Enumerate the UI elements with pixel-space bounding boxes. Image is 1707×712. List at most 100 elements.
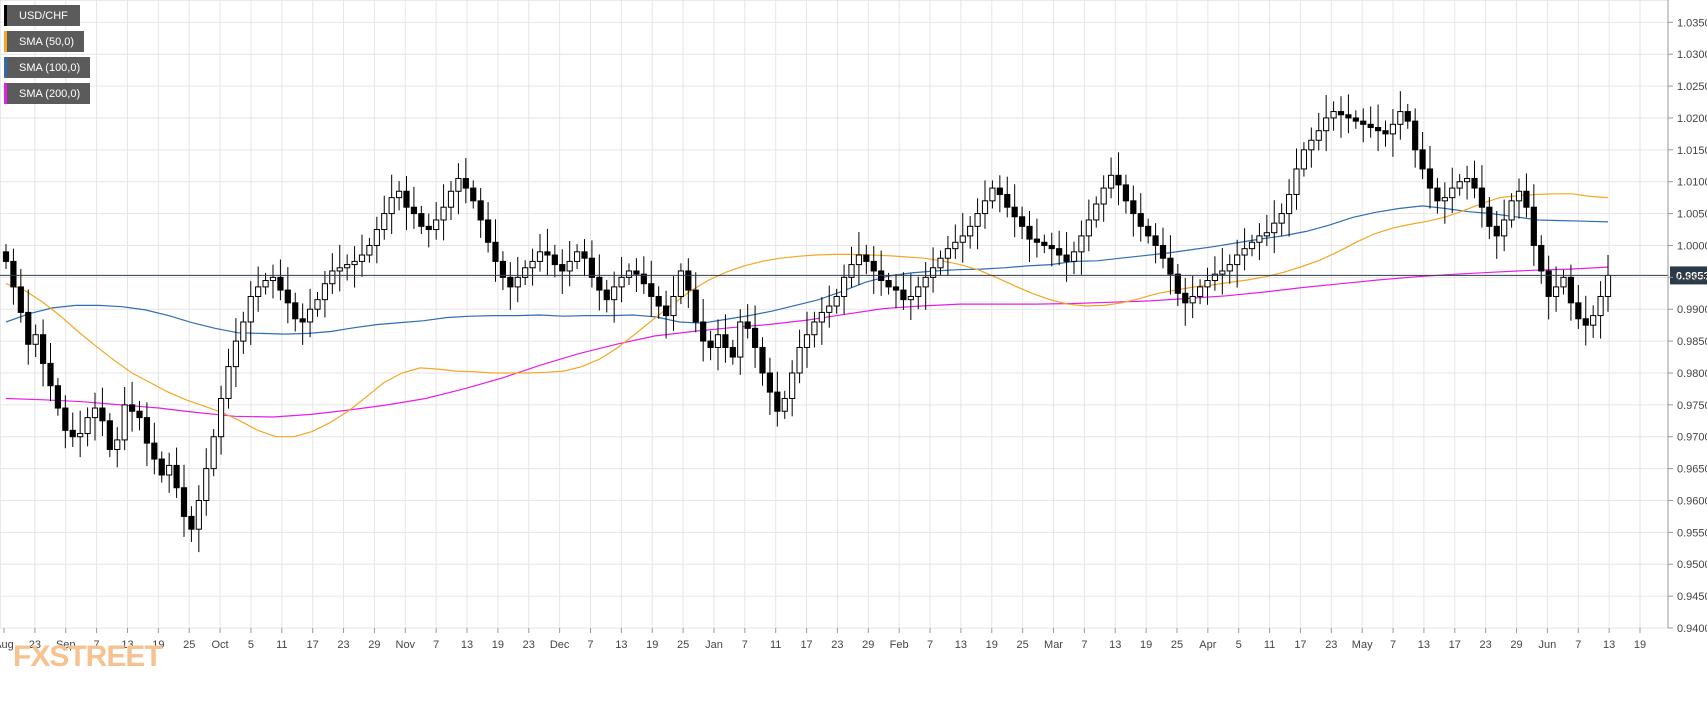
y-tick-label: 1.0100 [1677, 177, 1707, 189]
candle-body [811, 321, 818, 336]
candle-body [240, 321, 247, 342]
sma-100-line [5, 205, 1609, 335]
x-tick-label: 19 [1634, 639, 1646, 651]
candle-body [981, 200, 989, 215]
candle-body [1434, 187, 1441, 202]
candle-body [10, 260, 17, 288]
candle-body [1100, 187, 1107, 205]
candle-body [566, 260, 573, 272]
candle-body [870, 260, 877, 272]
candle-body [1374, 127, 1382, 132]
candle-body [1590, 315, 1597, 326]
candle-body [1397, 111, 1404, 125]
x-tick-label: 7 [742, 639, 748, 651]
candle-body [885, 280, 892, 288]
candle-body [470, 187, 477, 202]
candle-body [106, 420, 113, 450]
candle-body [1234, 254, 1241, 266]
candle-body [789, 372, 796, 399]
candle-body [1004, 193, 1011, 208]
candle-body [225, 366, 232, 399]
x-tick-label: 13 [1109, 639, 1121, 651]
candle-body [781, 397, 788, 412]
candle-body [418, 213, 425, 227]
candle-body [17, 286, 24, 313]
candle-body [915, 286, 922, 297]
x-tick-label: Feb [890, 639, 909, 651]
candle-body [425, 225, 432, 231]
candle-body [1315, 130, 1322, 141]
candle-body [707, 340, 714, 348]
x-tick-label: 25 [677, 639, 689, 651]
candle-body [1337, 111, 1345, 116]
candle-body [996, 187, 1003, 195]
candle-body [596, 276, 603, 291]
candle-body [751, 327, 759, 348]
candle-body [900, 289, 907, 301]
candle-body [737, 321, 744, 358]
candle-body [25, 311, 32, 345]
x-tick-label: 13 [955, 639, 967, 651]
candle-body [907, 295, 914, 301]
candle-body [1278, 213, 1285, 224]
candle-body [603, 289, 610, 301]
candle-body [1508, 200, 1515, 221]
candle-body [1308, 139, 1315, 151]
logo-street-text: STREET [49, 640, 162, 673]
candle-body [136, 410, 143, 419]
candle-body [685, 270, 692, 291]
legend-item: SMA (200,0) [4, 83, 91, 104]
candle-body [210, 436, 217, 470]
x-tick-label: Oct [212, 639, 229, 651]
x-tick-label: 5 [248, 639, 254, 651]
candle-body [1115, 174, 1122, 186]
candle-body [395, 190, 403, 199]
candle-body [203, 468, 210, 501]
candle-body [388, 197, 395, 215]
x-tick-label: 7 [587, 639, 593, 651]
candle-body [1523, 190, 1530, 208]
candle-body [1471, 178, 1478, 189]
x-tick-label: May [1352, 639, 1373, 651]
y-tick-label: 0.9400 [1677, 623, 1707, 635]
candle-body [499, 260, 507, 278]
candle-body [269, 276, 277, 282]
candle-body [1196, 286, 1204, 297]
candle-body [573, 251, 581, 262]
candle-body [69, 429, 76, 438]
candle-body [1093, 203, 1100, 221]
candle-body [1085, 219, 1092, 237]
fxstreet-logo: FXSTREET [13, 640, 163, 674]
candle-body [1597, 295, 1604, 317]
x-tick-label: 11 [770, 639, 781, 651]
candle-body [166, 464, 173, 476]
candle-body [1323, 117, 1330, 132]
candle-body [344, 264, 351, 269]
candle-body [329, 270, 336, 285]
x-tick-label: 19 [646, 639, 658, 651]
candle-body [217, 397, 225, 438]
candle-body [974, 213, 981, 227]
candle-body [1026, 225, 1033, 240]
x-tick-label: 11 [276, 639, 287, 651]
candle-body [826, 305, 833, 313]
candle-body [1404, 111, 1411, 122]
x-tick-label: 19 [152, 639, 164, 651]
x-tick-label: 23 [337, 639, 349, 651]
candle-body [1456, 181, 1463, 189]
candle-body [32, 334, 39, 345]
candle-body [744, 321, 751, 329]
candle-body [1122, 184, 1130, 202]
sma-50-series [5, 193, 1609, 438]
candle-body [1271, 222, 1278, 234]
legend-swatch [4, 83, 7, 104]
candle-body [796, 346, 803, 374]
candle-body [1604, 274, 1612, 297]
candle-body [1360, 120, 1367, 125]
x-tick-label: Dec [550, 639, 570, 651]
